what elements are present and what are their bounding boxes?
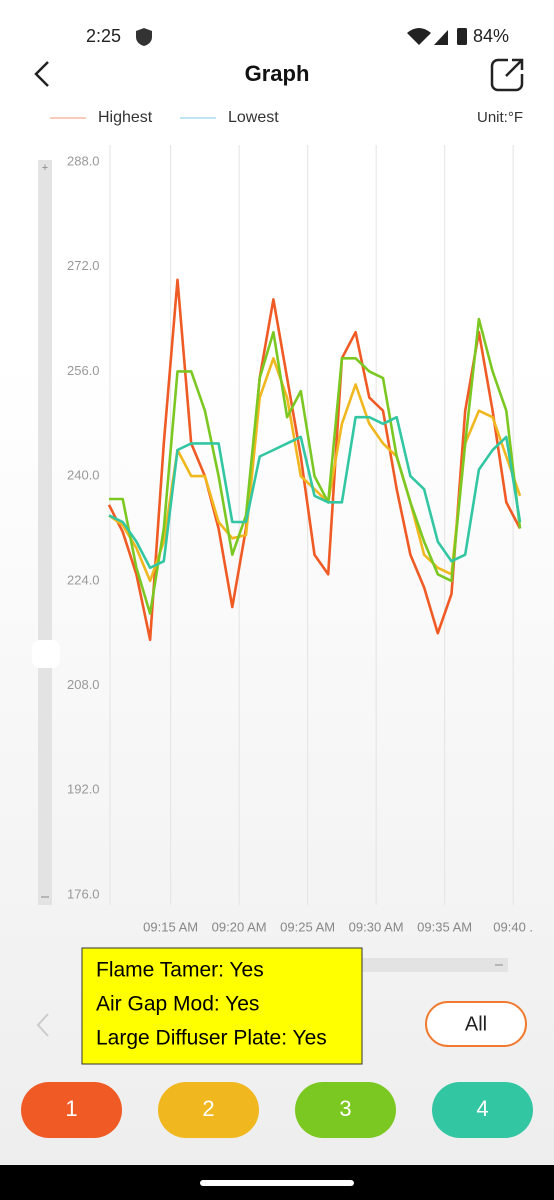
series-line (107, 278, 522, 642)
y-tick-label: 288.0 (67, 153, 100, 168)
signal-icon (434, 30, 448, 45)
note-line: Large Diffuser Plate: Yes (96, 1027, 327, 1050)
x-tick-label: 09:15 AM (143, 919, 198, 934)
home-indicator[interactable] (200, 1180, 354, 1186)
share-button[interactable] (490, 58, 524, 92)
channel-button[interactable] (21, 1082, 122, 1138)
x-tick-label: 09:35 AM (417, 919, 472, 934)
battery-percent: 84% (473, 26, 509, 46)
series-line (109, 317, 522, 615)
channel-label: 1 (65, 1096, 77, 1121)
back-button[interactable] (34, 61, 49, 87)
status-time: 2:25 (86, 26, 121, 46)
wifi-icon (407, 28, 431, 45)
prev-button[interactable] (36, 1013, 49, 1037)
y-tick-label: 240.0 (67, 468, 100, 483)
series-line (108, 415, 522, 570)
note-line: Flame Tamer: Yes (96, 959, 264, 982)
x-tick-label: 09:30 AM (349, 919, 404, 934)
all-button-label: All (465, 1013, 487, 1035)
note-line: Air Gap Mod: Yes (96, 993, 259, 1016)
note: Flame Tamer: Yes Air Gap Mod: Yes Large Di… (96, 959, 327, 1050)
x-tick-label: 09:20 AM (212, 919, 267, 934)
note-box (81, 947, 363, 1065)
y-tick-label: 224.0 (67, 572, 100, 587)
channel-button[interactable] (158, 1082, 259, 1138)
y-tick-label: 176.0 (67, 886, 100, 901)
battery-icon (457, 28, 467, 45)
x-tick-label: 09:40 . (493, 919, 533, 934)
channel-button[interactable] (432, 1082, 533, 1138)
shield-icon (136, 28, 152, 46)
y-tick-label: 272.0 (67, 258, 100, 273)
y-tick-label: 208.0 (67, 677, 100, 692)
channel-button[interactable] (295, 1082, 396, 1138)
scroll-slider[interactable] (350, 958, 508, 972)
slider-thumb[interactable] (32, 640, 60, 668)
page-title: Graph (245, 61, 310, 86)
x-tick-label: 09:25 AM (280, 919, 335, 934)
unit-label: Unit:°F (477, 109, 523, 126)
y-tick-label: 256.0 (67, 363, 100, 378)
legend-label: Lowest (228, 109, 279, 126)
channel-label: 2 (202, 1096, 214, 1121)
channel-label: 3 (339, 1096, 351, 1121)
zoom-slider[interactable] (38, 160, 52, 905)
channel-label: 4 (476, 1096, 488, 1121)
zoom-plus[interactable]: + (42, 162, 48, 174)
y-tick-label: 192.0 (67, 782, 100, 797)
legend-label: Highest (98, 109, 153, 126)
all-button[interactable] (425, 1001, 527, 1047)
